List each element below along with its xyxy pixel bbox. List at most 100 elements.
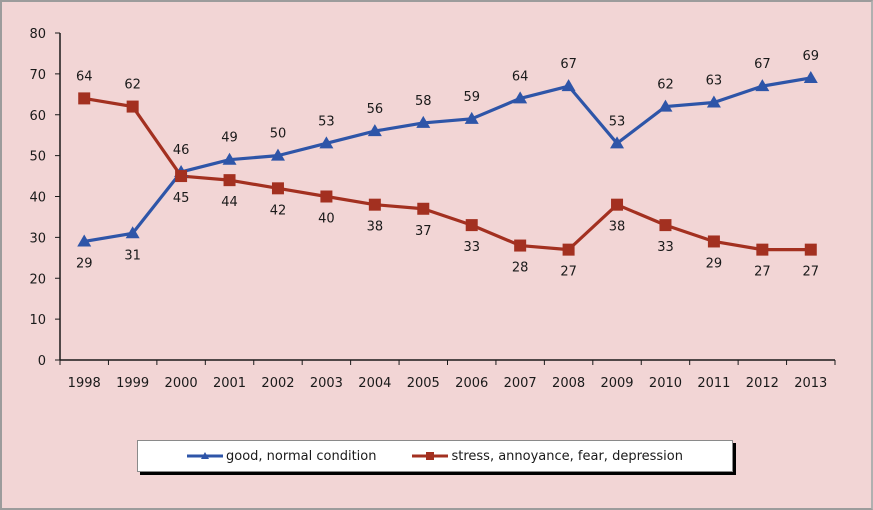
data-label: 59 bbox=[463, 90, 480, 105]
data-label: 37 bbox=[415, 224, 432, 239]
legend-label-stress: stress, annoyance, fear, depression bbox=[451, 448, 683, 464]
data-label: 29 bbox=[76, 256, 93, 271]
data-label: 67 bbox=[560, 57, 577, 72]
x-axis: 1998 1999 2000 2001 2002 2003 2004 2005 2006 2007… bbox=[59, 359, 836, 391]
data-point-square bbox=[223, 174, 236, 187]
data-point-triangle bbox=[125, 226, 140, 239]
y-tick-label: 50 bbox=[29, 150, 46, 165]
series-line-stress bbox=[83, 96, 811, 252]
data-label: 46 bbox=[173, 143, 190, 158]
data-label: 33 bbox=[463, 240, 480, 255]
y-axis: 0 10 20 30 40 50 60 70 80 bbox=[29, 27, 61, 369]
data-label: 27 bbox=[803, 265, 820, 280]
data-label: 42 bbox=[270, 203, 287, 218]
legend-item-good: good, normal condition bbox=[187, 449, 376, 464]
data-point-triangle bbox=[367, 124, 382, 137]
x-tick-label: 2000 bbox=[165, 376, 198, 391]
data-point-square bbox=[756, 243, 769, 256]
data-label: 33 bbox=[657, 240, 674, 255]
data-point-triangle bbox=[416, 115, 431, 128]
data-label: 49 bbox=[221, 131, 238, 146]
data-point-triangle bbox=[561, 79, 576, 92]
series-line-good bbox=[83, 76, 812, 244]
data-point-triangle bbox=[222, 152, 237, 165]
data-label: 31 bbox=[124, 248, 141, 263]
x-tick-label: 2010 bbox=[649, 376, 682, 391]
data-point-triangle bbox=[270, 148, 285, 161]
x-tick-label: 2006 bbox=[455, 376, 488, 391]
data-label: 44 bbox=[221, 195, 238, 210]
data-label: 38 bbox=[609, 220, 626, 235]
data-label: 53 bbox=[609, 114, 626, 129]
x-tick-label: 2007 bbox=[504, 376, 537, 391]
x-tick-label: 1998 bbox=[68, 376, 101, 391]
x-tick-label: 2002 bbox=[261, 376, 294, 391]
data-labels: 29 31 46 49 50 53 56 58 59 64 67 53 62 63 67 69 64 62 45 44… bbox=[76, 49, 819, 280]
data-point-triangle bbox=[77, 234, 92, 247]
data-label: 50 bbox=[270, 127, 287, 142]
x-tick-label: 2005 bbox=[407, 376, 440, 391]
data-label: 67 bbox=[754, 57, 771, 72]
x-tick-label: 2001 bbox=[213, 376, 246, 391]
data-point-square bbox=[562, 243, 575, 256]
data-label: 27 bbox=[754, 265, 771, 280]
data-point-square bbox=[320, 190, 333, 203]
data-point-square bbox=[368, 198, 381, 211]
data-label: 58 bbox=[415, 94, 432, 109]
data-point-triangle bbox=[658, 99, 673, 112]
data-label: 28 bbox=[512, 261, 529, 276]
data-point-square bbox=[514, 239, 527, 252]
data-point-square bbox=[417, 202, 430, 215]
x-tick-label: 2011 bbox=[697, 376, 730, 391]
y-tick-label: 40 bbox=[29, 191, 46, 206]
x-tick-label: 2013 bbox=[794, 376, 827, 391]
legend-label-good: good, normal condition bbox=[226, 448, 377, 464]
x-tick-label: 2012 bbox=[746, 376, 779, 391]
data-point-triangle bbox=[319, 136, 334, 149]
x-tick-label: 2009 bbox=[600, 376, 633, 391]
data-point-square bbox=[465, 219, 478, 232]
data-label: 64 bbox=[512, 69, 529, 84]
data-point-square bbox=[707, 235, 720, 248]
series-layer bbox=[77, 70, 818, 256]
y-tick-label: 60 bbox=[29, 109, 46, 124]
data-point-square bbox=[271, 182, 284, 195]
data-label: 63 bbox=[706, 73, 723, 88]
data-label: 64 bbox=[76, 69, 93, 84]
legend-line-square-icon bbox=[412, 452, 449, 460]
data-label: 53 bbox=[318, 114, 335, 129]
y-tick-label: 0 bbox=[38, 354, 46, 369]
data-label: 56 bbox=[367, 102, 384, 117]
data-label: 40 bbox=[318, 212, 335, 227]
data-label: 62 bbox=[657, 78, 674, 93]
data-label: 27 bbox=[560, 265, 577, 280]
data-point-square bbox=[175, 170, 188, 183]
data-point-square bbox=[78, 92, 91, 105]
data-label: 29 bbox=[706, 256, 723, 271]
data-point-square bbox=[659, 219, 672, 232]
legend: good, normal condition stress, annoyance… bbox=[137, 440, 733, 472]
y-tick-label: 70 bbox=[29, 68, 46, 83]
data-label: 45 bbox=[173, 191, 190, 206]
data-point-triangle bbox=[610, 136, 625, 149]
legend-item-stress: stress, annoyance, fear, depression bbox=[412, 449, 683, 464]
data-point-triangle bbox=[803, 70, 818, 83]
y-tick-label: 10 bbox=[29, 313, 46, 328]
x-tick-label: 1999 bbox=[116, 376, 149, 391]
data-point-triangle bbox=[513, 91, 528, 104]
data-point-square bbox=[611, 198, 624, 211]
data-point-square bbox=[126, 100, 139, 113]
data-point-triangle bbox=[755, 79, 770, 92]
x-tick-label: 2008 bbox=[552, 376, 585, 391]
y-tick-label: 20 bbox=[29, 272, 46, 287]
data-point-triangle bbox=[706, 95, 721, 108]
y-tick-label: 30 bbox=[29, 231, 46, 246]
y-tick-label: 80 bbox=[29, 27, 46, 42]
x-tick-label: 2004 bbox=[358, 376, 391, 391]
data-label: 62 bbox=[124, 78, 141, 93]
data-point-square bbox=[804, 243, 817, 256]
data-point-triangle bbox=[464, 111, 479, 124]
data-label: 69 bbox=[803, 49, 820, 64]
